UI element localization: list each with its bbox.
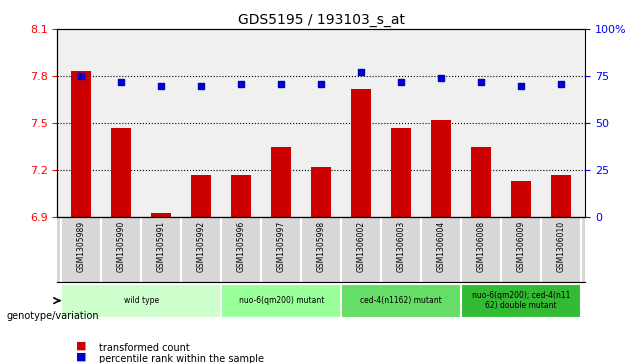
Text: ced-4(n1162) mutant: ced-4(n1162) mutant <box>360 296 442 305</box>
Text: GSM1306008: GSM1306008 <box>476 220 486 272</box>
Point <box>476 79 487 85</box>
Text: GSM1305992: GSM1305992 <box>197 220 205 272</box>
Bar <box>471 147 491 217</box>
FancyBboxPatch shape <box>461 284 581 318</box>
Text: genotype/variation: genotype/variation <box>6 311 99 321</box>
Text: ■: ■ <box>76 340 87 351</box>
Title: GDS5195 / 193103_s_at: GDS5195 / 193103_s_at <box>238 13 404 26</box>
Point <box>516 83 526 89</box>
Point <box>356 69 366 75</box>
Bar <box>551 175 571 217</box>
Point <box>116 79 127 85</box>
Bar <box>271 147 291 217</box>
Point <box>316 81 326 86</box>
Text: GSM1305990: GSM1305990 <box>117 220 126 272</box>
Point <box>276 81 286 86</box>
Text: wild type: wild type <box>123 296 159 305</box>
Point <box>436 75 446 81</box>
Text: GSM1305998: GSM1305998 <box>317 220 326 272</box>
Bar <box>311 167 331 217</box>
Bar <box>151 213 171 217</box>
Bar <box>71 72 91 217</box>
Bar <box>431 120 451 217</box>
Point <box>556 81 566 86</box>
Text: GSM1306002: GSM1306002 <box>357 220 366 272</box>
FancyBboxPatch shape <box>341 284 461 318</box>
Text: GSM1305991: GSM1305991 <box>156 220 166 272</box>
Point <box>76 73 86 79</box>
Bar <box>511 181 531 217</box>
Point <box>156 83 166 89</box>
Point <box>396 79 406 85</box>
Text: GSM1305989: GSM1305989 <box>77 220 86 272</box>
Text: nuo-6(qm200); ced-4(n11
62) double mutant: nuo-6(qm200); ced-4(n11 62) double mutan… <box>472 291 570 310</box>
Bar <box>351 89 371 217</box>
Bar <box>111 128 131 217</box>
Text: ■: ■ <box>76 351 87 362</box>
Text: nuo-6(qm200) mutant: nuo-6(qm200) mutant <box>238 296 324 305</box>
Text: GSM1306004: GSM1306004 <box>437 220 446 272</box>
Point <box>236 81 246 86</box>
Bar <box>232 175 251 217</box>
Text: GSM1306010: GSM1306010 <box>556 220 565 272</box>
Text: GSM1305997: GSM1305997 <box>277 220 286 272</box>
Bar <box>191 175 211 217</box>
Text: GSM1306009: GSM1306009 <box>516 220 525 272</box>
FancyBboxPatch shape <box>221 284 341 318</box>
Text: transformed count: transformed count <box>99 343 190 354</box>
Text: GSM1305996: GSM1305996 <box>237 220 245 272</box>
FancyBboxPatch shape <box>61 284 221 318</box>
Bar <box>391 128 411 217</box>
Text: GSM1306003: GSM1306003 <box>397 220 406 272</box>
Text: percentile rank within the sample: percentile rank within the sample <box>99 354 263 363</box>
Point <box>196 83 206 89</box>
